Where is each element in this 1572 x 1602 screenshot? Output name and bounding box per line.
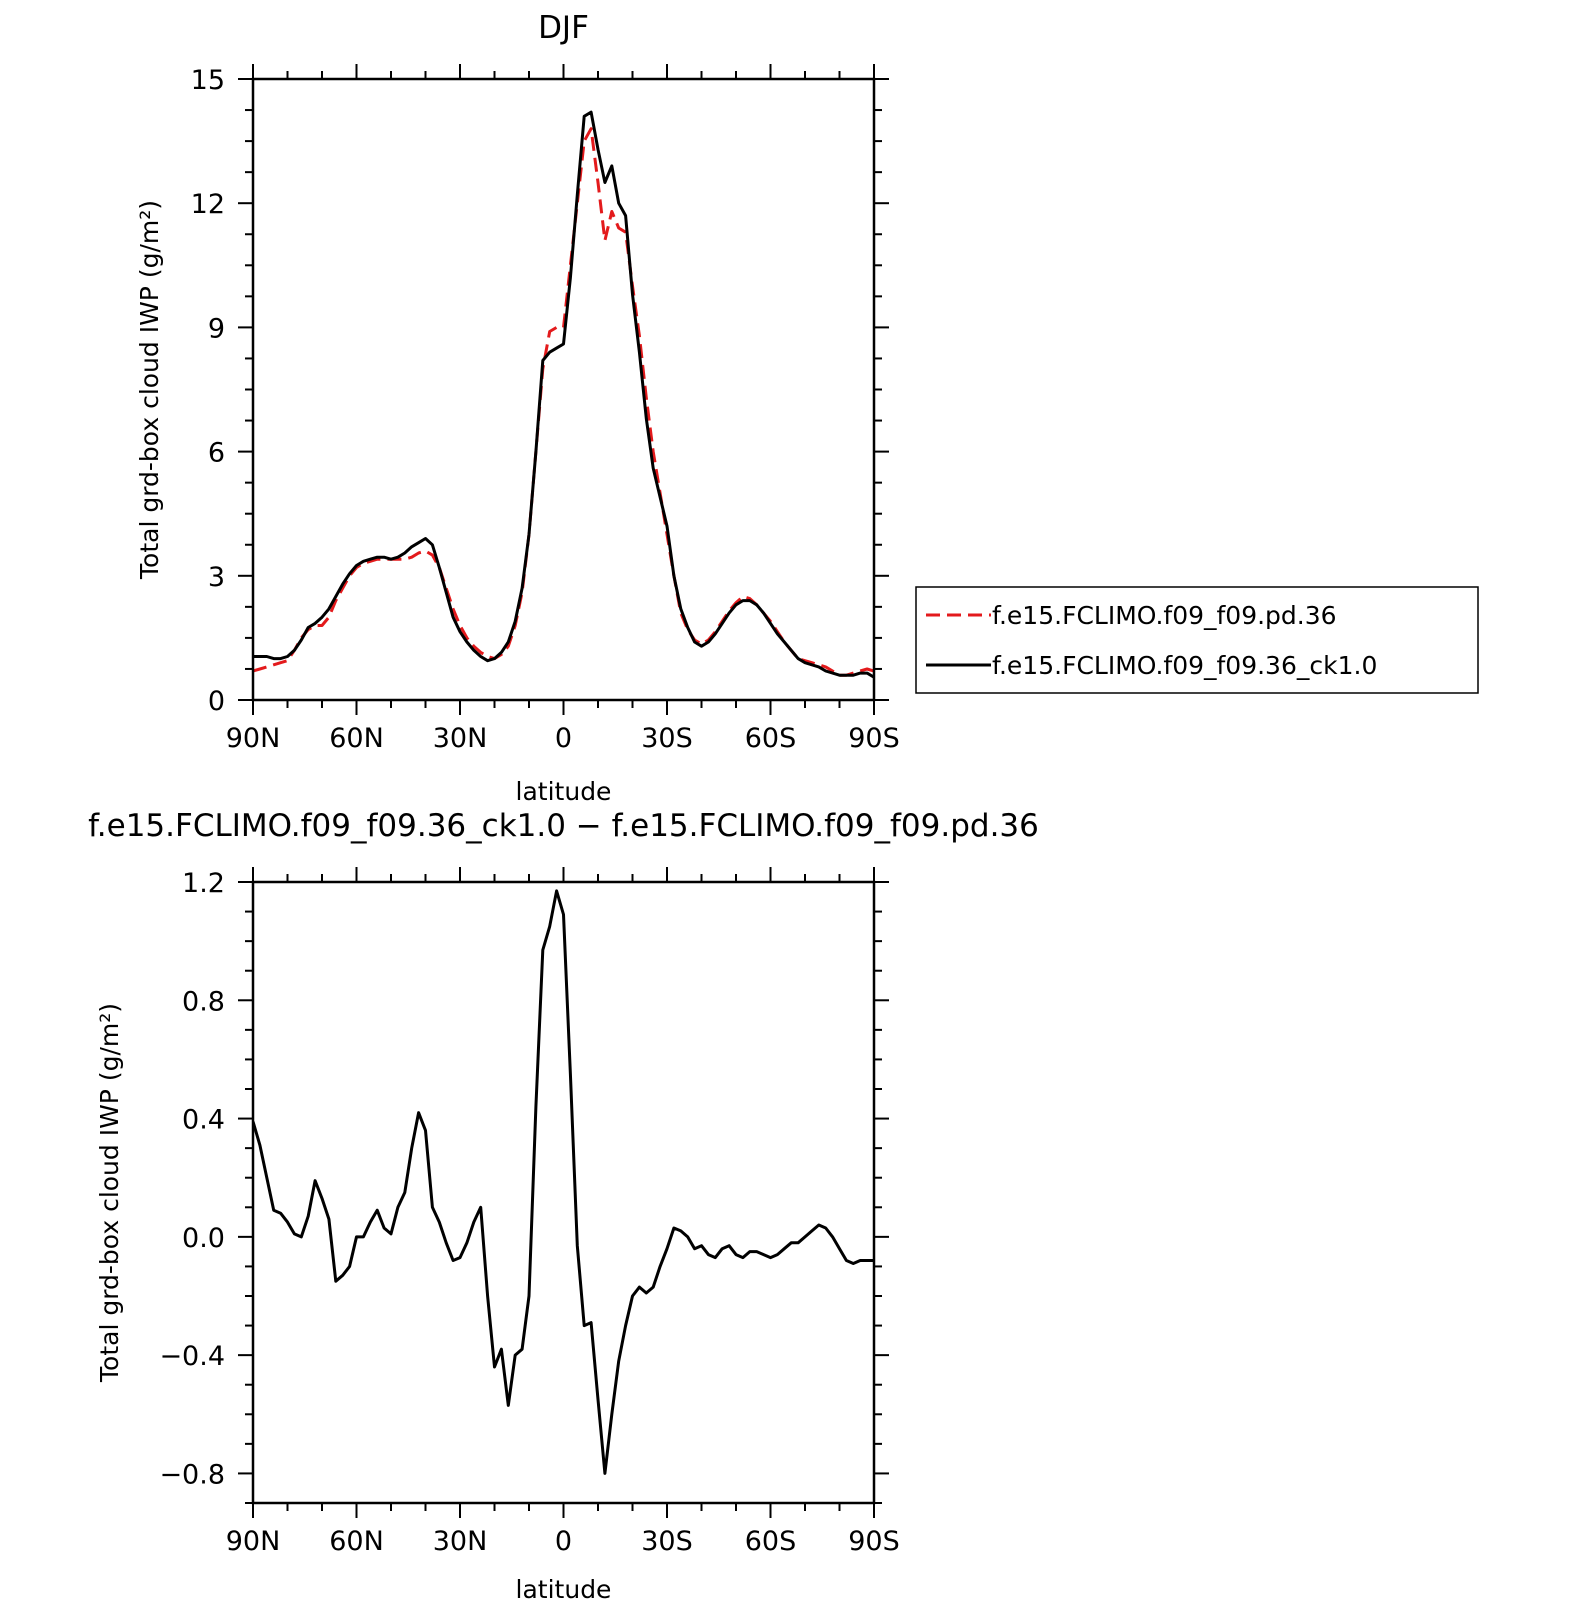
y-tick-label: 6 bbox=[208, 438, 225, 469]
x-tick-label: 60S bbox=[745, 723, 797, 754]
x-tick-label: 60N bbox=[329, 1526, 384, 1557]
x-tick-label: 30N bbox=[433, 1526, 488, 1557]
y-tick-label: 0 bbox=[208, 686, 225, 717]
x-tick-label: 90N bbox=[226, 1526, 281, 1557]
legend-entry-0: f.e15.FCLIMO.f09_f09.pd.36 bbox=[992, 601, 1337, 630]
x-tick-label: 30S bbox=[641, 723, 693, 754]
series-line-1 bbox=[253, 110, 874, 679]
x-tick-label: 90N bbox=[226, 723, 281, 754]
y-tick-label: 9 bbox=[208, 313, 225, 344]
x-tick-label: 60N bbox=[329, 723, 384, 754]
y-axis-label: Total grd-box cloud IWP (g/m²) bbox=[95, 1003, 124, 1383]
chart-title: DJF bbox=[538, 10, 589, 46]
plot-frame bbox=[251, 880, 876, 1505]
y-tick-label: 3 bbox=[208, 562, 225, 593]
legend-box bbox=[915, 586, 1479, 694]
x-tick-label: 0 bbox=[555, 1526, 572, 1557]
x-axis-label: latitude bbox=[516, 1575, 612, 1602]
legend: f.e15.FCLIMO.f09_f09.pd.36 f.e15.FCLIMO.f… bbox=[915, 586, 1479, 694]
y-tick-label: 0.0 bbox=[182, 1223, 225, 1254]
series-line-0 bbox=[253, 889, 874, 1475]
x-tick-label: 0 bbox=[555, 723, 572, 754]
x-tick-label: 60S bbox=[745, 1526, 797, 1557]
series-line-0 bbox=[253, 127, 874, 677]
y-tick-label: −0.4 bbox=[159, 1341, 225, 1372]
x-tick-label: 90S bbox=[848, 1526, 900, 1557]
y-tick-label: −0.8 bbox=[159, 1459, 225, 1490]
y-tick-label: 0.4 bbox=[182, 1105, 225, 1136]
x-tick-label: 30S bbox=[641, 1526, 693, 1557]
bottom-panel: f.e15.FCLIMO.f09_f09.36_ck1.0 − f.e15.FC… bbox=[88, 808, 1039, 1602]
chart-title: f.e15.FCLIMO.f09_f09.36_ck1.0 − f.e15.FC… bbox=[88, 808, 1039, 844]
x-tick-label: 30N bbox=[433, 723, 488, 754]
y-tick-label: 0.8 bbox=[182, 986, 225, 1017]
y-tick-label: 12 bbox=[191, 189, 225, 220]
y-tick-label: 15 bbox=[191, 65, 225, 96]
x-axis-label: latitude bbox=[516, 777, 612, 806]
y-axis-label: Total grd-box cloud IWP (g/m²) bbox=[135, 200, 164, 580]
y-tick-label: 1.2 bbox=[182, 868, 225, 899]
top-panel: DJF 90N 60N 30N 0 30S 60S 90S 0 3 6 9 12 15 latitude To… bbox=[135, 10, 1479, 806]
legend-entry-1: f.e15.FCLIMO.f09_f09.36_ck1.0 bbox=[992, 651, 1377, 680]
x-tick-label: 90S bbox=[848, 723, 900, 754]
plot-frame bbox=[251, 77, 876, 702]
